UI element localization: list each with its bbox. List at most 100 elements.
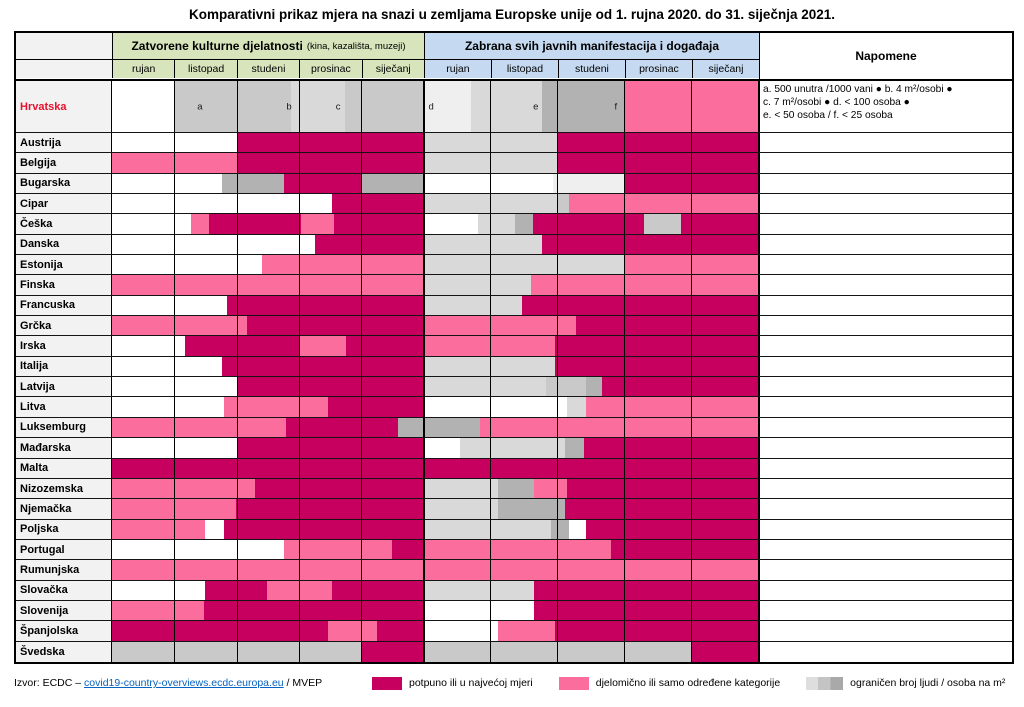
month-gridline	[557, 194, 559, 214]
month-gridline	[361, 356, 363, 377]
section-divider-line	[422, 600, 425, 621]
measure-segment-g3	[344, 81, 424, 132]
country-label: Latvija	[16, 377, 112, 397]
measure-segment-g2	[567, 397, 587, 417]
month-gridline	[691, 641, 693, 662]
measure-segment-g4	[550, 519, 570, 539]
measure-segment-w	[112, 194, 332, 214]
month-gridline	[490, 356, 492, 377]
measure-segment-p	[300, 214, 334, 234]
month-gridline	[691, 255, 693, 275]
section-divider-line	[422, 153, 425, 173]
month-gridline	[361, 255, 363, 275]
month-gridline	[236, 295, 238, 316]
measure-segment-d	[221, 356, 424, 377]
table-row: Danska	[16, 234, 1012, 256]
measure-timeline	[112, 621, 758, 641]
notes-cell	[758, 234, 1011, 255]
month-gridline	[236, 600, 238, 621]
measure-segment-g3	[174, 81, 291, 132]
month-gridline	[691, 153, 693, 173]
legend-item-full: potpuno ili u najvećoj mjeri	[372, 676, 533, 690]
country-label: Italija	[16, 356, 112, 377]
measure-segment-w	[569, 519, 586, 539]
month-gridline	[557, 153, 559, 173]
month-gridline	[624, 478, 626, 499]
measure-segment-g3	[644, 214, 682, 234]
measure-segment-d	[361, 641, 424, 662]
month-gridline	[691, 194, 693, 214]
month-header-events: prosinac	[624, 60, 692, 78]
month-gridline	[236, 275, 238, 295]
month-gridline	[298, 560, 300, 580]
measure-segment-g2	[478, 214, 516, 234]
month-gridline	[298, 539, 300, 560]
measure-segment-d	[285, 417, 398, 438]
measure-segment-w	[112, 214, 191, 234]
corner-cell	[16, 33, 112, 59]
month-gridline	[557, 600, 559, 621]
footnote-marker-b: b	[286, 101, 292, 112]
measure-segment-p	[284, 539, 392, 560]
measure-segment-g2	[423, 519, 551, 539]
measure-segment-w	[112, 336, 185, 356]
month-gridline	[361, 621, 363, 641]
measure-segment-d	[611, 539, 758, 560]
table-row: Portugal	[16, 539, 1012, 561]
country-label: Poljska	[16, 519, 112, 539]
month-gridline	[624, 600, 626, 621]
month-gridline	[236, 539, 238, 560]
measure-segment-w	[112, 580, 206, 600]
measure-segment-g2	[423, 377, 547, 397]
month-header-cultural: siječanj	[361, 60, 424, 78]
month-gridline	[236, 458, 238, 478]
month-gridline	[174, 214, 176, 234]
month-gridline	[490, 153, 492, 173]
source-link[interactable]: covid19-country-overviews.ecdc.europa.eu	[84, 677, 284, 690]
measure-segment-g2	[459, 438, 566, 458]
measure-segment-g2	[423, 255, 625, 275]
footnote-marker-c: c	[335, 101, 341, 112]
footnote-marker-f: f	[614, 101, 618, 112]
measure-timeline	[112, 438, 758, 458]
footnote-marker-d: d	[428, 101, 434, 112]
measure-segment-d	[567, 478, 758, 499]
section-divider-line	[422, 234, 425, 255]
country-label: Češka	[16, 214, 112, 234]
country-label: Švedska	[16, 641, 112, 662]
table-row: Malta	[16, 458, 1012, 479]
month-gridline	[490, 194, 492, 214]
note-line: a. 500 unutra /1000 vani ● b. 4 m²/osobi…	[763, 84, 953, 95]
legend-swatch-full	[372, 676, 402, 690]
month-gridline	[490, 417, 492, 438]
month-gridline	[557, 580, 559, 600]
month-gridline	[174, 621, 176, 641]
month-gridline	[624, 336, 626, 356]
month-gridline	[691, 458, 693, 478]
country-label: Irska	[16, 336, 112, 356]
month-gridline	[236, 234, 238, 255]
month-gridline	[236, 214, 238, 234]
month-gridline	[174, 519, 176, 539]
column-group-cultural: Zatvorene kulturne djelatnosti (kina, ka…	[112, 33, 424, 59]
month-gridline	[691, 173, 693, 194]
country-label: Bugarska	[16, 173, 112, 194]
measure-segment-p	[423, 316, 577, 336]
month-gridline	[361, 275, 363, 295]
month-gridline	[624, 458, 626, 478]
section-divider-line	[422, 336, 425, 356]
notes-cell	[758, 397, 1011, 417]
month-gridline	[557, 519, 559, 539]
country-label: Portugal	[16, 539, 112, 560]
notes-cell	[758, 194, 1011, 214]
month-gridline	[557, 356, 559, 377]
month-gridline	[236, 316, 238, 336]
measure-timeline	[112, 336, 758, 356]
month-gridline	[236, 621, 238, 641]
month-gridline	[236, 377, 238, 397]
month-gridline	[490, 438, 492, 458]
month-gridline	[174, 458, 176, 478]
notes-cell	[758, 438, 1011, 458]
measure-segment-w	[112, 173, 222, 194]
measure-segment-p	[190, 214, 209, 234]
